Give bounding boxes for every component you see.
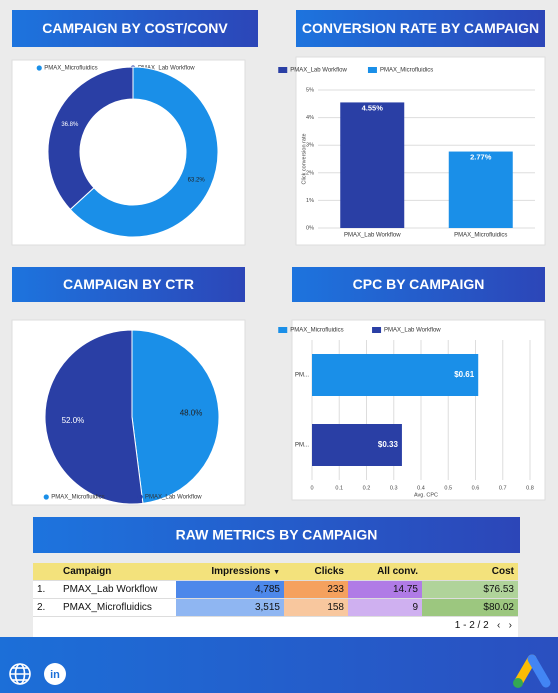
x-tick-label: 0.5 (444, 485, 452, 491)
footer: in (0, 637, 558, 693)
cell: 158 (284, 598, 348, 617)
value-label: $0.33 (378, 440, 399, 449)
legend-label: PMAX_Microfluidics (290, 328, 343, 334)
header: All conv. (348, 563, 422, 581)
slice-label: 48.0% (180, 408, 203, 417)
x-tick-label: 0.2 (363, 485, 371, 491)
x-tick-label: 0 (310, 485, 313, 491)
legend-swatch (278, 327, 288, 333)
cell: $80.02 (422, 598, 518, 617)
page-info: 1 - 2 / 2 (454, 620, 489, 631)
cell: 2. (33, 598, 59, 617)
cell: 4,785 (176, 580, 284, 599)
slice (44, 329, 144, 505)
cell: $76.53 (422, 580, 518, 599)
legend-swatch (372, 327, 382, 333)
x-axis-label: Avg. CPC (414, 492, 438, 498)
value-label: $0.61 (454, 370, 475, 379)
x-tick-label: 0.3 (390, 485, 398, 491)
cell: 233 (284, 580, 348, 599)
y-tick-label: 5% (306, 87, 314, 93)
slice-label: 36.8% (61, 122, 79, 128)
banner-title: CAMPAIGN BY CTR (63, 276, 194, 292)
x-tick-label: PMAX_Microfluidics (454, 233, 507, 239)
slice (131, 329, 220, 504)
cell: 3,515 (176, 598, 284, 617)
slice (47, 66, 134, 211)
legend-swatch (43, 494, 49, 500)
slice-label: 52.0% (62, 416, 85, 425)
cell: 9 (348, 598, 422, 617)
cell: PMAX_Lab Workflow (59, 580, 176, 599)
banner (12, 10, 258, 47)
y-tick-label: 4% (306, 115, 314, 121)
google-ads-logo (513, 654, 551, 688)
header: Impressions (211, 566, 271, 577)
banner-title: CPC BY CAMPAIGN (353, 276, 485, 292)
legend-label: PMAX_Lab Workflow (384, 328, 441, 334)
linkedin-icon: in (44, 663, 66, 685)
slice-label: 63.2% (188, 177, 206, 183)
footer-icons: in (9, 654, 551, 688)
value-label: 4.55% (362, 103, 384, 112)
slice (69, 66, 219, 238)
legend-label: PMAX_Lab Workflow (145, 495, 202, 501)
header: Cost (422, 563, 518, 581)
legend-swatch (137, 494, 143, 500)
pagination: 1 - 2 / 2 ‹ › (454, 620, 512, 631)
y-tick-label: PM... (295, 443, 309, 449)
banner (296, 10, 545, 47)
bar (312, 354, 479, 396)
x-tick-label: 0.1 (335, 485, 343, 491)
legend-label: PMAX_Microfluidics (51, 495, 104, 501)
value-label: 2.77% (470, 153, 492, 162)
x-tick-label: PMAX_Lab Workflow (344, 233, 401, 239)
x-tick-label: 0.4 (417, 485, 425, 491)
banner-title: CONVERSION RATE BY CAMPAIGN (302, 20, 539, 36)
metrics-table: Campaign Impressions ▼ Clicks All conv. … (33, 563, 518, 637)
bar (312, 424, 402, 466)
table: Campaign Impressions ▼ Clicks All conv. … (33, 563, 518, 617)
cell: 1. (33, 580, 59, 599)
header: Campaign (59, 563, 176, 581)
y-tick-label: 0% (306, 225, 314, 231)
legend-label: PMAX_Lab Workflow (290, 68, 347, 74)
y-tick-label: 1% (306, 198, 314, 204)
banner (292, 267, 545, 302)
cell: PMAX_Microfluidics (59, 598, 176, 617)
chart-panel (291, 319, 546, 501)
globe-icon (9, 663, 31, 685)
legend-swatch (36, 65, 42, 71)
cell: 14.75 (348, 580, 422, 599)
svg-text:in: in (50, 669, 60, 681)
header: Clicks (284, 563, 348, 581)
y-tick-label: 3% (306, 143, 314, 149)
y-tick-label: 2% (306, 170, 314, 176)
x-tick-label: 0.7 (499, 485, 507, 491)
x-tick-label: 0.6 (472, 485, 480, 491)
banner (33, 517, 520, 553)
banner (12, 267, 245, 302)
legend-label: PMAX_Microfluidics (44, 66, 97, 72)
legend-swatch (367, 67, 377, 73)
y-axis-label: Click conversion rate (301, 133, 307, 184)
bar (340, 102, 405, 228)
bar (448, 151, 513, 228)
x-tick-label: 0.8 (526, 485, 534, 491)
y-tick-label: PM... (295, 373, 309, 379)
legend-swatch (278, 67, 288, 73)
banner-title: RAW METRICS BY CAMPAIGN (176, 527, 378, 543)
legend-label: PMAX_Microfluidics (380, 68, 433, 74)
banner-title: CAMPAIGN BY COST/CONV (42, 20, 228, 36)
legend-label: PMAX_Lab Workflow (138, 66, 195, 72)
